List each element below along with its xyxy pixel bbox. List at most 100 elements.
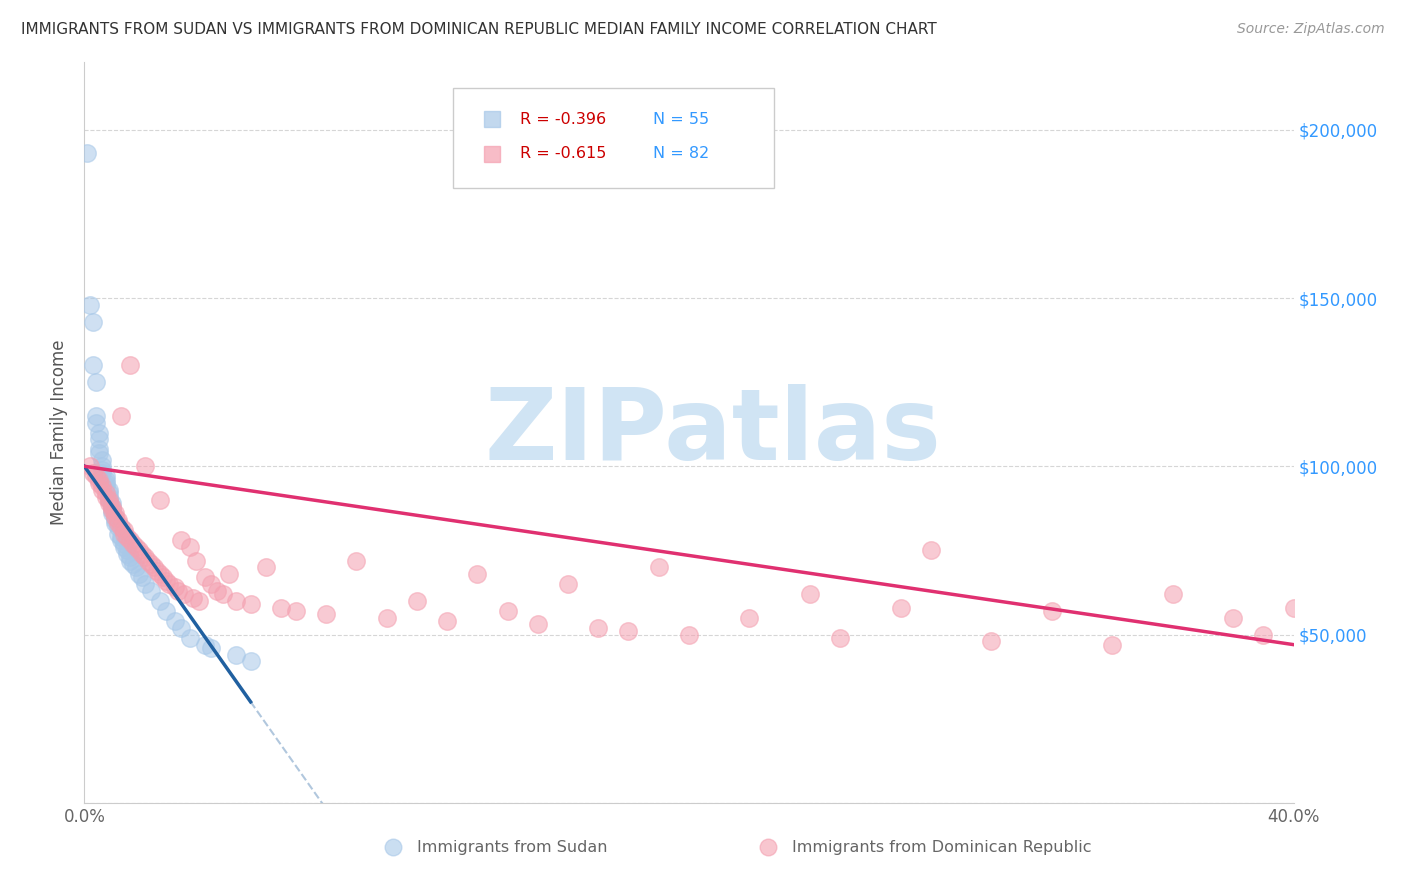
Point (94, 476, 117, 491)
Point (1253, 627, 1275, 641)
Point (91, 479, 114, 493)
Point (125, 540, 148, 554)
Point (194, 638, 217, 652)
Point (155, 574, 177, 588)
Point (134, 459, 156, 474)
Point (239, 597, 262, 611)
Point (149, 566, 172, 581)
Point (179, 540, 201, 554)
Point (97, 496, 120, 510)
Point (165, 614, 187, 628)
Point (179, 631, 201, 645)
Point (225, 594, 247, 608)
Point (157, 577, 180, 591)
Point (112, 536, 135, 550)
Point (527, 617, 550, 632)
Point (134, 550, 156, 565)
Point (212, 587, 235, 601)
Point (100, 496, 122, 510)
Point (86, 469, 108, 483)
Point (980, 634, 1002, 648)
Point (91, 459, 114, 474)
Point (110, 530, 132, 544)
Point (406, 594, 429, 608)
Point (86, 409, 108, 423)
Point (100, 507, 122, 521)
Text: ZIPatlas: ZIPatlas (485, 384, 942, 481)
Point (82, 314, 104, 328)
Point (186, 553, 208, 567)
Point (86, 375, 108, 389)
Point (436, 614, 458, 628)
Point (82, 466, 104, 480)
Text: Immigrants from Dominican Republic: Immigrants from Dominican Republic (792, 839, 1091, 855)
Point (128, 566, 150, 581)
Point (100, 503, 122, 517)
Point (648, 560, 671, 574)
Point (91, 452, 114, 467)
Point (1161, 587, 1184, 601)
Point (139, 557, 162, 571)
Point (97, 492, 120, 507)
Text: R = -0.615: R = -0.615 (520, 146, 606, 161)
Text: N = 55: N = 55 (652, 112, 709, 127)
Point (346, 553, 368, 567)
Point (678, 627, 700, 641)
Point (167, 583, 190, 598)
Point (89, 473, 111, 487)
Point (134, 577, 156, 591)
Point (107, 520, 129, 534)
Point (170, 621, 193, 635)
Point (118, 533, 141, 548)
Point (125, 560, 148, 574)
Point (315, 607, 337, 622)
Point (799, 587, 821, 601)
Point (467, 566, 489, 581)
Point (79, 459, 101, 474)
Text: Immigrants from Sudan: Immigrants from Sudan (418, 839, 607, 855)
Point (194, 570, 217, 584)
Point (89, 476, 111, 491)
Point (617, 624, 640, 639)
Point (89, 446, 111, 460)
Point (557, 577, 579, 591)
Point (97, 486, 120, 500)
Point (188, 594, 211, 608)
Point (115, 543, 138, 558)
Point (97, 490, 120, 504)
Point (131, 547, 153, 561)
Point (254, 560, 277, 574)
Point (131, 570, 153, 584)
Point (890, 600, 912, 615)
Point (100, 500, 122, 514)
Point (107, 516, 129, 531)
Point (121, 536, 143, 550)
Point (920, 543, 942, 558)
Point (1282, 600, 1305, 615)
Point (738, 610, 761, 624)
Point (170, 533, 193, 548)
Y-axis label: Median Family Income: Median Family Income (51, 340, 69, 525)
Point (94, 486, 117, 500)
Point (207, 583, 229, 598)
Point (225, 648, 247, 662)
Text: IMMIGRANTS FROM SUDAN VS IMMIGRANTS FROM DOMINICAN REPUBLIC MEDIAN FAMILY INCOME: IMMIGRANTS FROM SUDAN VS IMMIGRANTS FROM… (21, 22, 936, 37)
Point (79, 298, 101, 312)
Point (76, 146, 98, 161)
Point (91, 466, 114, 480)
Point (110, 520, 132, 534)
Point (1101, 638, 1123, 652)
Point (89, 433, 111, 447)
Point (104, 509, 127, 524)
Point (91, 483, 114, 497)
Point (155, 604, 177, 618)
Point (104, 516, 127, 531)
Point (270, 600, 292, 615)
Point (118, 550, 141, 565)
Point (173, 587, 195, 601)
Point (107, 513, 129, 527)
Point (110, 533, 132, 548)
Point (100, 500, 122, 514)
Point (375, 610, 398, 624)
Point (107, 526, 129, 541)
